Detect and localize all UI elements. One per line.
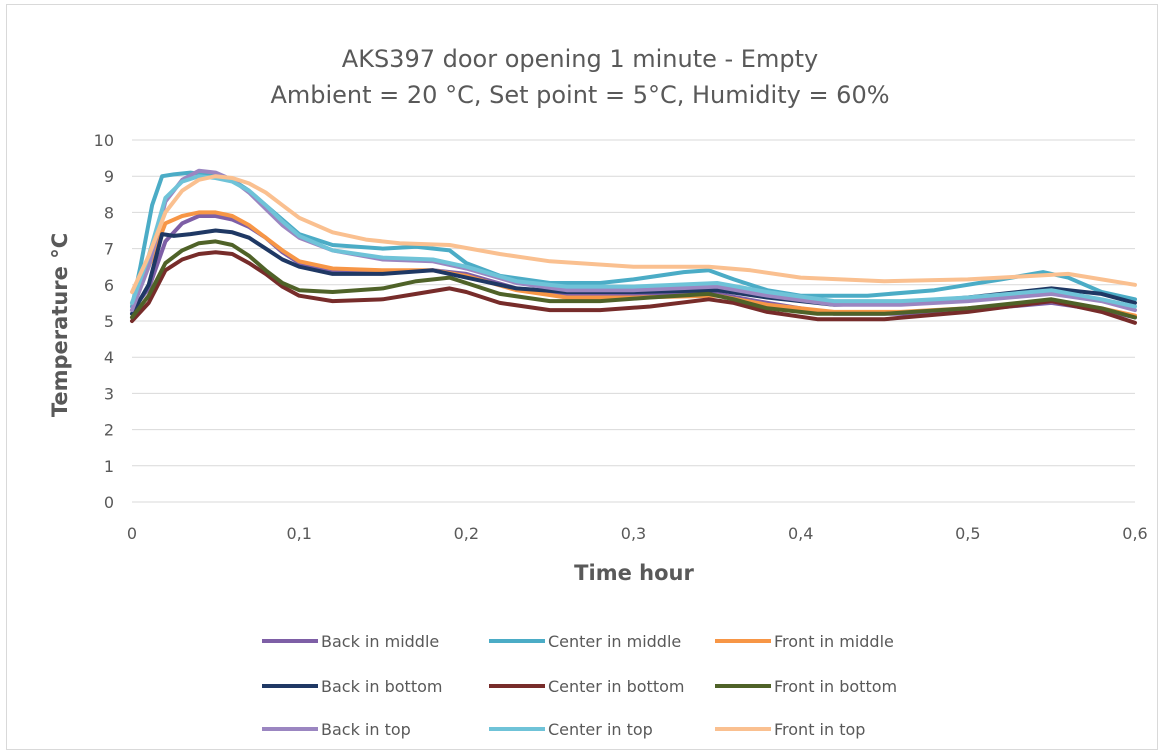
legend-label: Front in bottom [774,677,897,696]
y-tick-label: 0 [104,493,114,512]
chart-title: AKS397 door opening 1 minute - Empty [342,45,818,73]
series-line [130,250,1137,325]
legend-item: Back in bottom [262,677,442,696]
series-line [130,168,1137,313]
legend-item: Center in middle [489,632,681,651]
x-axis-title: Time hour [574,561,694,585]
legend-item: Center in bottom [489,677,684,696]
legend-item: Back in top [262,720,411,739]
legend-item: Front in bottom [715,677,897,696]
y-tick-label: 2 [104,421,114,440]
x-tick-label: 0,5 [955,524,980,543]
y-tick-label: 10 [94,131,114,150]
x-tick-label: 0,6 [1122,524,1147,543]
legend-label: Center in top [548,720,653,739]
y-tick-label: 7 [104,240,114,259]
x-tick-label: 0,3 [621,524,646,543]
x-axis-ticks: 0 0,1 0,2 0,3 0,4 0,5 0,6 [127,524,1148,543]
legend-label: Center in bottom [548,677,684,696]
legend-label: Front in top [774,720,865,739]
x-tick-label: 0,4 [788,524,813,543]
legend-item: Back in middle [262,632,439,651]
gridlines [132,139,1135,503]
y-axis-ticks: 0 1 2 3 4 5 6 7 8 9 10 [94,131,114,512]
legend: Back in middle Center in middle Front in m… [262,632,897,739]
series-line [130,170,1137,309]
series-line [130,239,1137,320]
series-line [130,174,1137,309]
legend-label: Back in top [321,720,411,739]
x-tick-label: 0,1 [286,524,311,543]
x-tick-label: 0 [127,524,137,543]
y-tick-label: 3 [104,384,114,403]
legend-label: Back in middle [321,632,439,651]
y-tick-label: 6 [104,276,114,295]
x-tick-label: 0,2 [454,524,479,543]
legend-label: Front in middle [774,632,894,651]
y-tick-label: 1 [104,457,114,476]
y-tick-label: 8 [104,203,114,222]
legend-label: Back in bottom [321,677,442,696]
y-tick-label: 5 [104,312,114,331]
line-chart: AKS397 door opening 1 minute - Empty Amb… [48,45,1148,739]
y-axis-title: Temperature °C [48,233,72,417]
y-tick-label: 9 [104,167,114,186]
legend-item: Front in middle [715,632,894,651]
chart-subtitle: Ambient = 20 °C, Set point = 5°C, Humidi… [270,81,889,109]
legend-label: Center in middle [548,632,681,651]
series-lines [130,168,1137,325]
chart-frame: AKS397 door opening 1 minute - Empty Amb… [6,4,1158,750]
series-line [130,174,1137,294]
legend-item: Center in top [489,720,653,739]
y-tick-label: 4 [104,348,114,367]
legend-item: Front in top [715,720,865,739]
